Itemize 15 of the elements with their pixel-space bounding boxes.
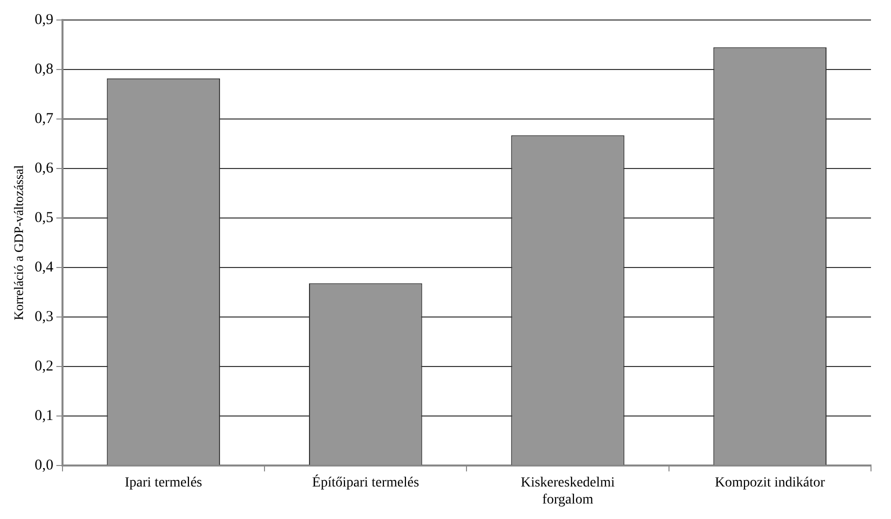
y-tick-label: 0,4 — [34, 259, 54, 276]
y-tick-label: 0,0 — [34, 457, 54, 474]
y-tick-label: 0,5 — [34, 210, 54, 226]
x-tick-label: Ipari termelés — [124, 475, 202, 490]
y-tick-label: 0,3 — [34, 308, 54, 325]
y-tick-label: 0,1 — [34, 408, 54, 424]
y-tick-label: 0,2 — [34, 358, 54, 374]
x-tick-label: Kompozit indikátor — [714, 475, 826, 490]
y-axis-title: Korreláció a GDP-változással — [11, 164, 26, 320]
y-tick-label: 0,7 — [34, 110, 54, 127]
x-tick-label: Építőipari termelés — [312, 473, 420, 490]
y-tick-label: 0,9 — [34, 12, 54, 28]
y-tick-label: 0,6 — [34, 160, 54, 176]
y-tick-label: 0,8 — [34, 61, 54, 78]
x-tick-label: Kiskereskedelmi forgalom — [520, 475, 615, 508]
